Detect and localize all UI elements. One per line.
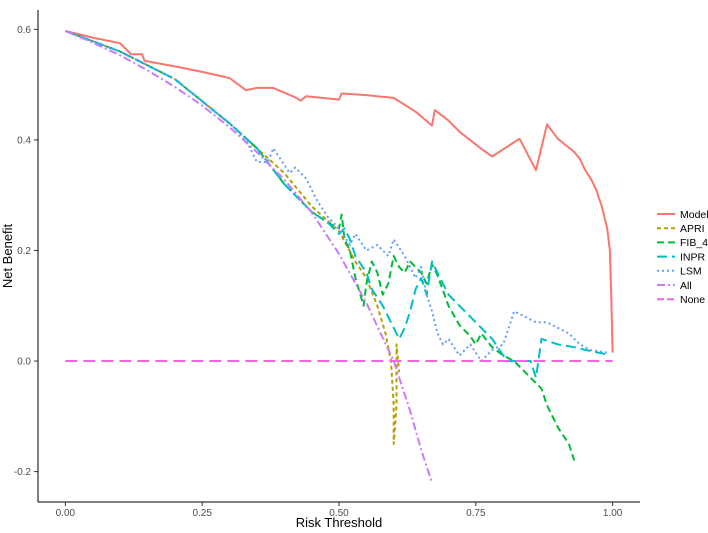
series-line-all <box>65 30 433 484</box>
legend-label-none: None <box>680 294 705 306</box>
y-axis-title: Net Benefit <box>0 223 15 288</box>
legend-label-all: All <box>680 280 692 292</box>
x-axis-title: Risk Threshold <box>296 515 382 530</box>
y-tick-label: 0.0 <box>17 357 31 368</box>
axes: 0.00 0.25 0.50 0.75 1.00 -0.2 0.0 0.2 0.4 0.6 Risk… <box>0 10 640 530</box>
x-tick-label: 0.50 <box>329 508 349 519</box>
y-tick-label: -0.2 <box>14 467 32 478</box>
legend-label-lsm: LSM <box>680 266 702 278</box>
x-tick-label: 1.00 <box>603 508 623 519</box>
legend-label-inpr: INPR <box>680 251 706 263</box>
legend-label-apri: APRI <box>680 223 705 235</box>
x-tick-label: 0.75 <box>466 508 486 519</box>
y-tick-label: 0.6 <box>17 25 31 36</box>
x-tick-label: 0.00 <box>56 508 76 519</box>
series-line-fib-4 <box>65 30 576 461</box>
y-tick-label: 0.2 <box>17 246 31 257</box>
series-line-inpr <box>65 30 608 379</box>
legend-label-fib-4: FIB_4 <box>680 237 708 249</box>
plot-lines <box>65 30 614 484</box>
series-line-lsm <box>65 30 608 362</box>
y-tick-label: 0.4 <box>17 135 31 146</box>
x-tick-label: 0.25 <box>192 508 212 519</box>
legend: Model APRI FIB_4 INPR LSM All None <box>657 209 708 306</box>
legend-label-model: Model <box>680 209 708 221</box>
series-line-model <box>65 30 614 353</box>
